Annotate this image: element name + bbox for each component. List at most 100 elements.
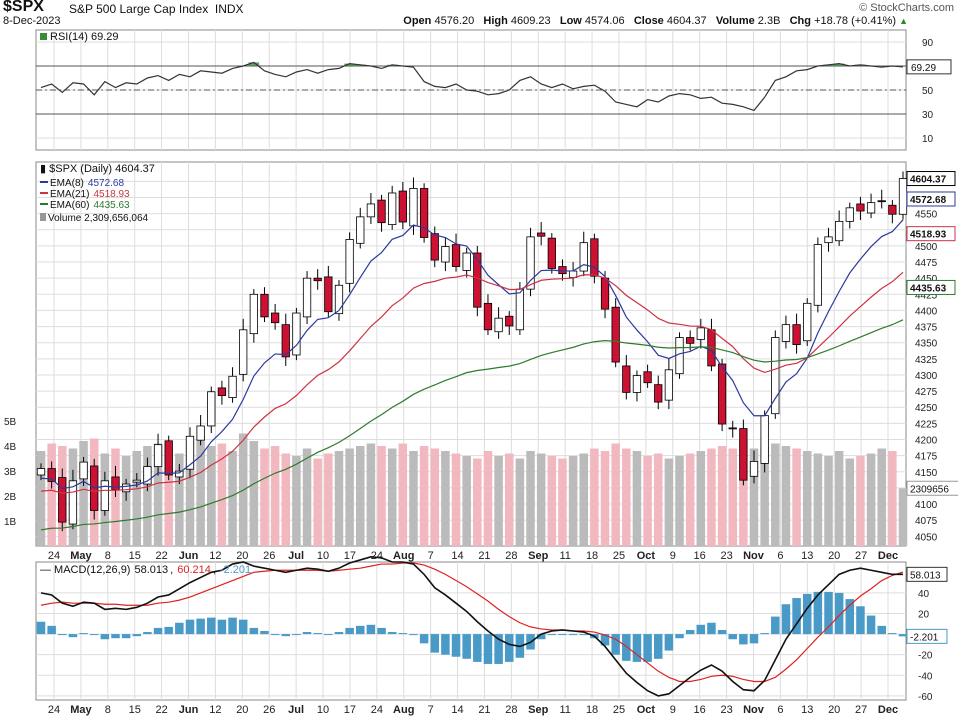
volume-bar [760,446,769,546]
x-tick-label: 7 [428,550,434,562]
macd-histogram-bar [717,629,727,635]
volume-bar [877,448,886,546]
x-tick-label: 20 [828,550,840,562]
volume-bar [824,456,833,546]
candle-body [813,244,822,306]
macd-histogram-bar [504,634,514,662]
candle-body [686,337,695,344]
x-tick-label: 13 [801,550,813,562]
candle-body [494,317,503,333]
x-tick-label: Sep [528,704,548,716]
volume-bar [579,453,588,546]
macd-histogram-bar [185,619,195,635]
x-tick-label: 14 [451,704,463,716]
candle-body [760,415,769,464]
candle-body [79,461,88,480]
macd-histogram-bar [441,634,450,655]
candle-body [749,461,759,477]
ema-legend-1: EMA(21) 4518.93 [50,189,130,200]
price-legend: ▮ $SPX (Daily) 4604.37 [40,163,155,175]
candle-body [132,479,141,483]
x-tick-label: 24 [48,704,60,716]
price-tick-label: 4550 [915,210,938,221]
open-value: 4576.20 [434,15,475,27]
volume-bar [47,443,56,546]
candle-body [622,365,631,393]
macd-histogram-bar [579,634,588,636]
x-tick-label: 17 [344,550,356,562]
candle-body [462,252,471,271]
volume-bar [409,451,418,546]
volume-bar [387,448,397,546]
volume-bar [845,458,855,546]
volume-bar [802,451,812,546]
ema-legend-value: 4518.93 [93,189,130,200]
ema-legend-name: EMA(21) [50,189,89,200]
macd-legend-signal: 60.214 [177,564,211,576]
volume-bar [728,448,737,546]
x-tick-label: 9 [670,704,676,716]
volume-legend-swatch [40,213,46,221]
x-tick-label: 8 [105,550,111,562]
x-tick-label: 15 [129,704,141,716]
candle-body [175,470,184,478]
candle-body [366,203,376,218]
macd-histogram-bar [196,618,205,635]
rsi-legend-swatch [40,33,47,40]
macd-histogram-bar [387,632,397,635]
macd-histogram-bar [270,634,280,636]
volume-bar [494,456,503,546]
macd-histogram-bar [377,627,386,635]
candle-body [856,203,865,212]
volume-bar [207,446,216,546]
x-tick-label: 12 [209,704,221,716]
x-tick-label: Jun [179,550,199,562]
volume-bar [132,451,142,546]
macd-histogram-bar [143,632,152,635]
volume-bar [696,451,706,546]
macd-histogram-bar [345,627,354,635]
rsi-tick-label: 10 [922,134,934,145]
volume-bar [473,458,482,546]
macd-histogram-bar [260,631,269,635]
x-tick-label: 27 [855,550,867,562]
candle-body [36,468,46,476]
candle-body [526,236,535,290]
x-tick-label: Oct [637,704,656,716]
volume-bar [345,448,354,546]
candle-body [441,246,450,263]
volume-bar [643,456,652,546]
volume-bar [36,451,46,546]
x-tick-label: 11 [559,550,570,562]
x-tick-label: 23 [720,704,732,716]
macd-histogram-bar [898,634,908,637]
candle-body [249,293,258,335]
x-tick-label: 6 [777,550,783,562]
macd-histogram-bar [153,627,163,635]
price-tick-label: 4450 [915,274,938,285]
candle-body [196,425,205,441]
rsi-legend: RSI(14) 69.29 [50,31,118,43]
brand-label[interactable]: © StockCharts.com [859,2,954,14]
macd-histogram-bar [68,634,78,638]
macd-histogram-bar [483,634,493,664]
rsi-tick-label: 30 [922,110,934,121]
macd-histogram-bar [281,634,291,637]
candle-body [185,435,195,470]
macd-legend-name: — MACD(12,26,9) [40,564,130,576]
close-label: Close [633,15,664,27]
volume-bar [675,456,684,546]
volume-bar [888,451,897,546]
volume-bar [536,453,546,546]
x-tick-label: 17 [344,704,356,716]
volume-bar [79,441,88,546]
macd-histogram-bar [856,606,865,635]
macd-histogram-bar [707,622,716,635]
ema60-label-box [906,279,956,295]
volume-bar [632,451,642,546]
volume-tick-label: 1B [4,517,17,528]
close-value: 4604.37 [666,15,707,27]
hist-current-box [906,628,948,644]
candle-body [111,476,120,491]
